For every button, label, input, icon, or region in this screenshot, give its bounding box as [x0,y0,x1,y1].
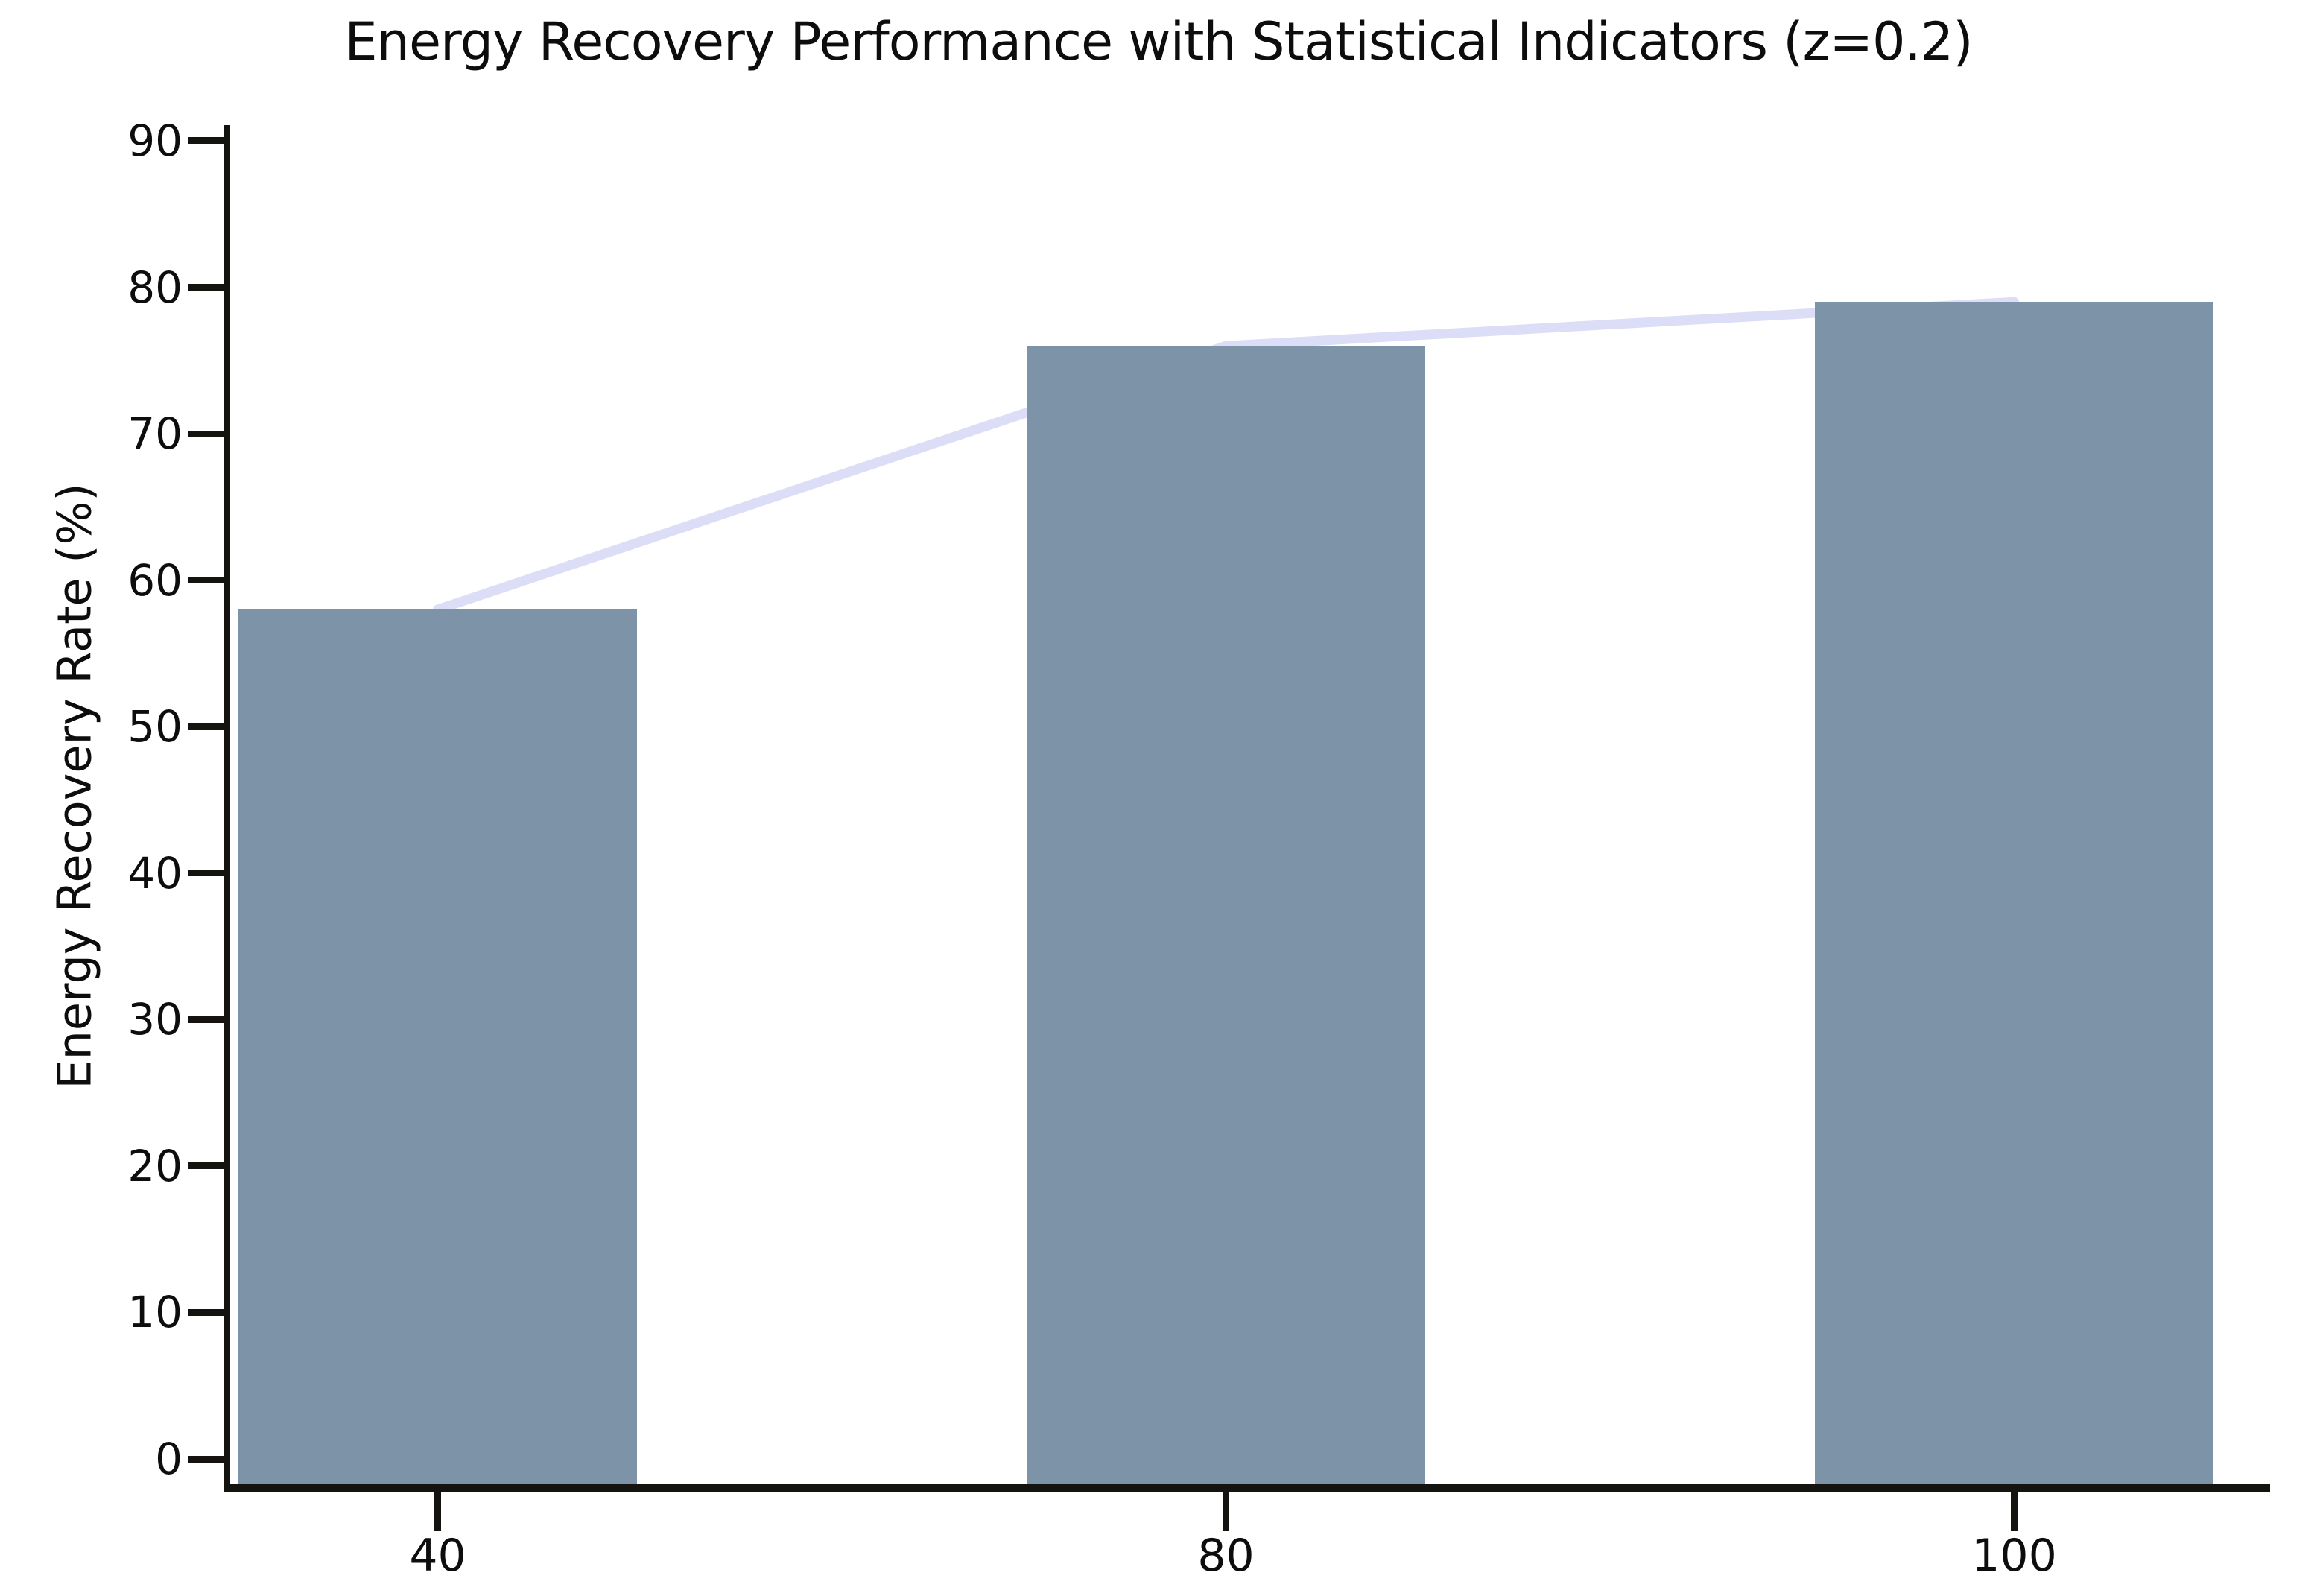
y-axis-spine [224,125,230,1492]
y-tick-mark-80 [188,284,224,291]
bar-80 [1027,346,1425,1484]
y-tick-mark-70 [188,430,224,437]
y-tick-mark-20 [188,1162,224,1170]
y-tick-label: 80 [127,262,183,313]
x-tick-mark-100 [2011,1488,2018,1531]
y-tick-mark-90 [188,137,224,145]
y-tick-label: 40 [127,847,183,899]
y-tick-label: 50 [127,701,183,753]
y-tick-label: 20 [127,1140,183,1191]
y-tick-label: 10 [127,1287,183,1338]
x-tick-mark-80 [1223,1488,1229,1531]
y-tick-label: 60 [127,554,183,606]
y-tick-mark-0 [188,1455,224,1463]
y-tick-label: 90 [127,115,183,166]
y-tick-label: 0 [155,1434,183,1484]
y-tick-mark-10 [188,1308,224,1316]
x-axis-spine [224,1484,2270,1492]
y-tick-mark-30 [188,1016,224,1023]
y-tick-label: 70 [127,408,183,460]
bar-40 [238,609,637,1484]
x-tick-label: 80 [1197,1530,1255,1582]
y-tick-label: 30 [127,994,183,1045]
x-tick-label: 40 [409,1530,466,1582]
x-tick-mark-40 [434,1488,441,1531]
y-tick-mark-60 [188,577,224,584]
x-tick-label: 100 [1971,1530,2057,1582]
chart-title: Energy Recovery Performance with Statist… [344,11,1973,72]
y-tick-mark-50 [188,723,224,730]
bar-100 [1815,302,2213,1484]
y-tick-mark-40 [188,870,224,877]
